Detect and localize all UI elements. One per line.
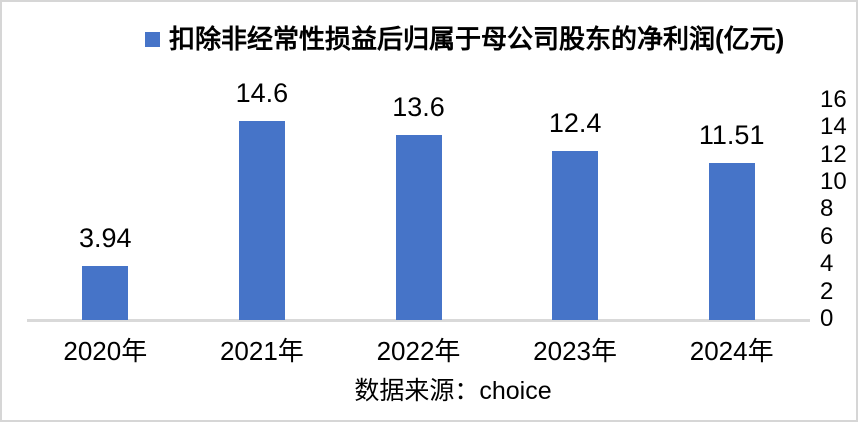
bar [395, 135, 442, 320]
y-axis-tick-label: 4 [820, 250, 834, 277]
bar [82, 266, 129, 320]
y-axis-tick-label: 14 [820, 113, 847, 140]
x-axis-tick-label: 2022年 [376, 336, 461, 366]
legend-label: 扣除非经常性损益后归属于母公司股东的净利润(亿元) [169, 24, 785, 54]
y-axis-tick-label: 16 [820, 86, 847, 113]
bar-value-label: 14.6 [235, 78, 289, 108]
bar [708, 163, 755, 320]
x-axis-tick-label: 2021年 [219, 336, 304, 366]
x-axis-tick-label: 2020年 [63, 336, 148, 366]
bar-value-label: 11.51 [698, 120, 765, 150]
y-axis-tick-label: 12 [820, 141, 847, 168]
bar [238, 121, 285, 320]
legend-marker-icon [145, 31, 160, 47]
source-note: 数据来源：choice [354, 377, 552, 405]
x-axis-line [27, 319, 810, 322]
x-axis-tick-label: 2023年 [533, 336, 618, 366]
bar-value-label: 3.94 [79, 223, 132, 253]
y-axis-tick-label: 6 [820, 223, 834, 250]
y-axis-tick-label: 8 [820, 195, 834, 222]
bar-value-label: 12.4 [548, 108, 602, 138]
bar-value-label: 13.6 [392, 92, 445, 122]
x-axis-tick-label: 2024年 [689, 336, 774, 366]
y-axis-tick-label: 2 [820, 278, 834, 305]
y-axis-tick-label: 10 [820, 168, 847, 195]
bar [552, 151, 599, 320]
chart-legend: 扣除非经常性损益后归属于母公司股东的净利润(亿元) [145, 24, 784, 54]
y-axis-tick-label: 0 [820, 305, 834, 332]
